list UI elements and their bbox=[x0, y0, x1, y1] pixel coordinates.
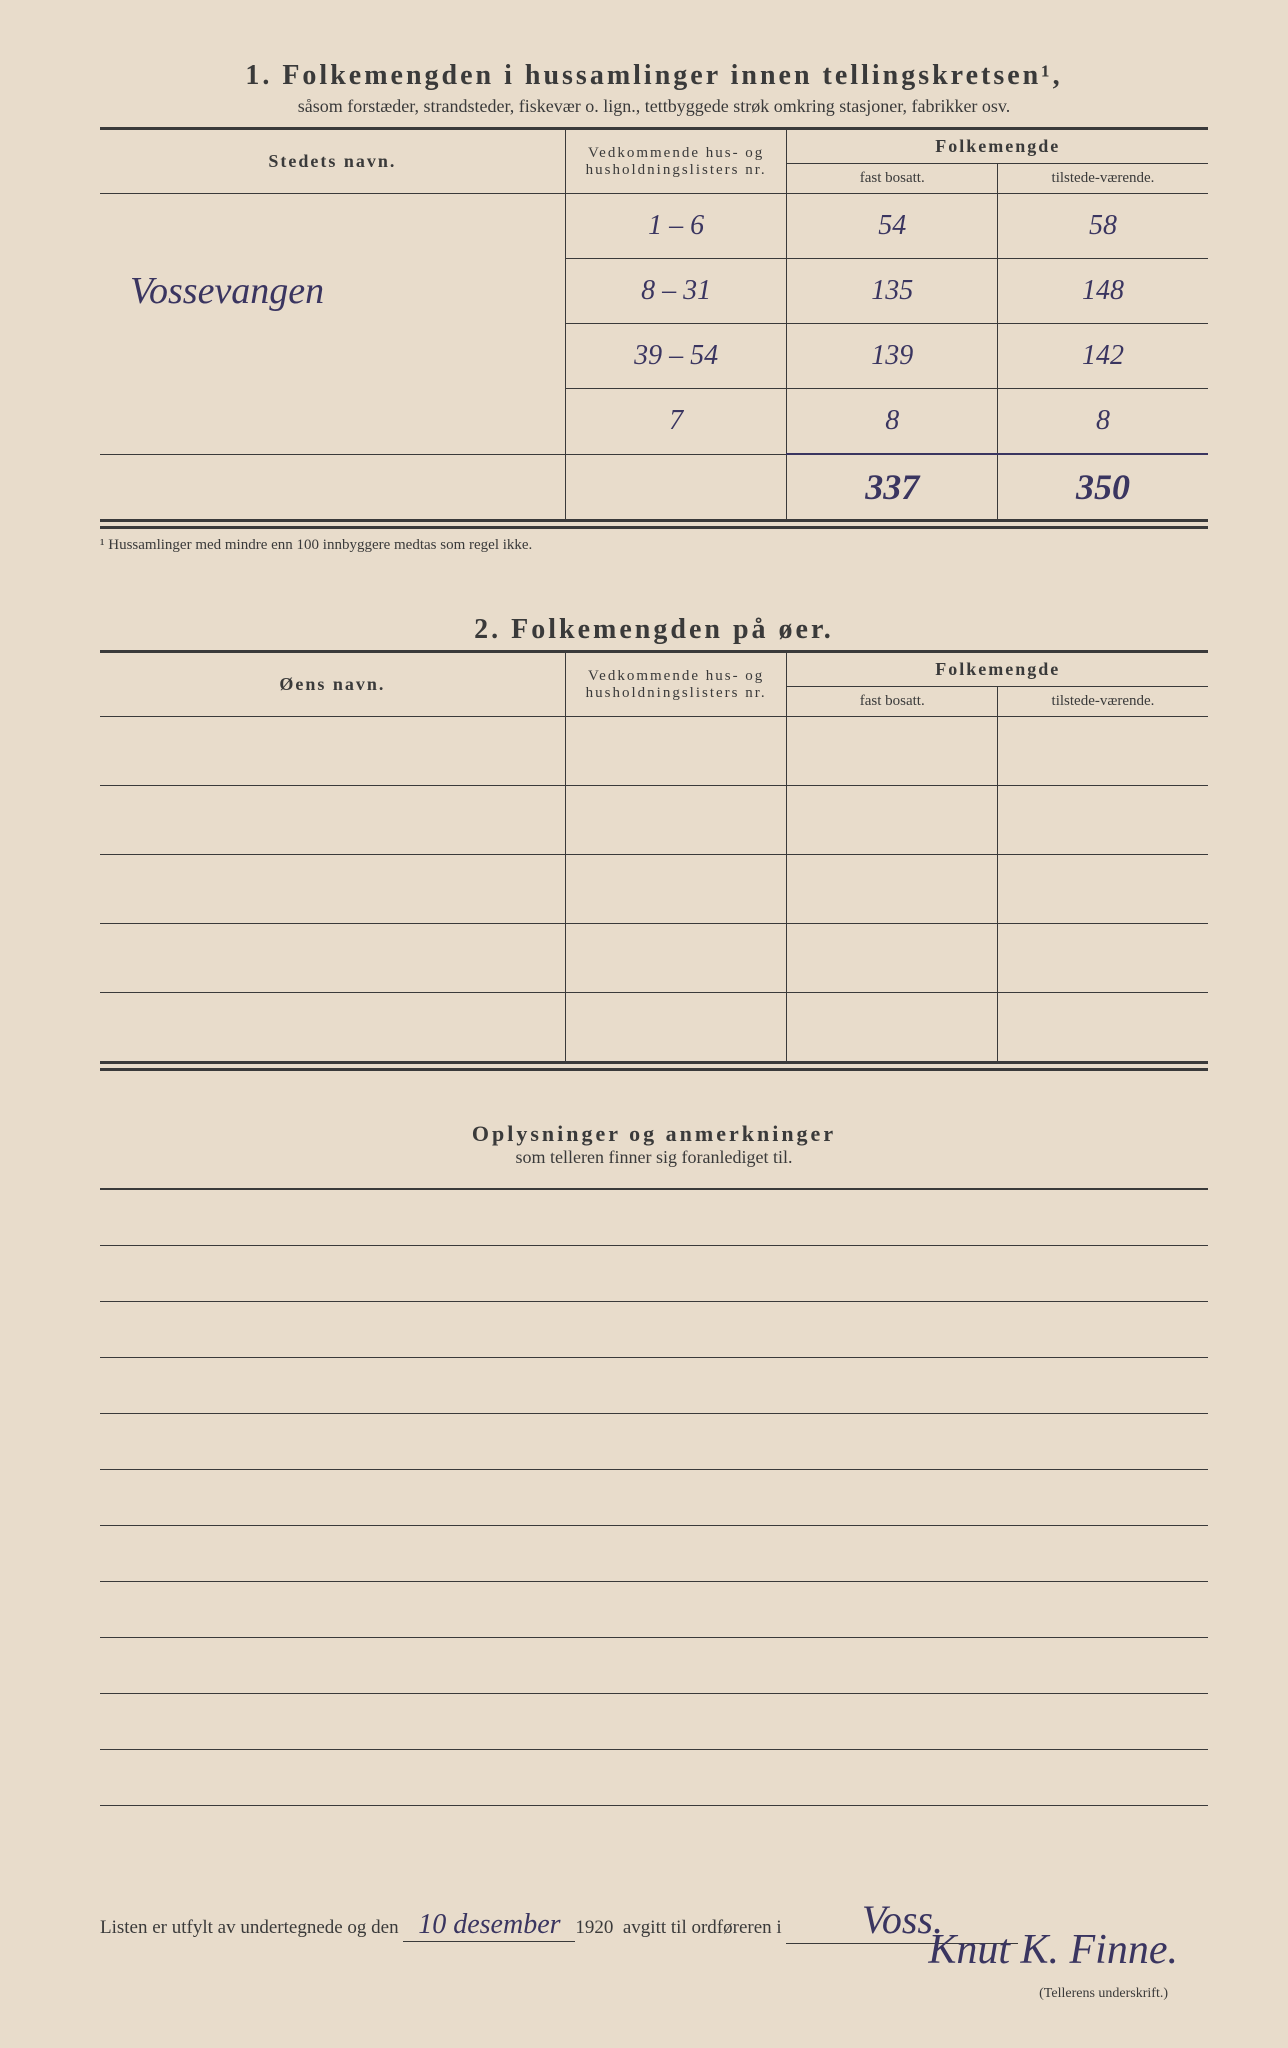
ruled-line bbox=[100, 1750, 1208, 1806]
section2-title-text: Folkemengden på øer. bbox=[511, 614, 834, 645]
section1-subtitle: såsom forstæder, strandsteder, fiskevær … bbox=[100, 96, 1208, 117]
ruled-line bbox=[100, 1638, 1208, 1694]
section2-number: 2. bbox=[474, 614, 501, 645]
table-row bbox=[100, 786, 1208, 855]
census-form-page: 1. Folkemengden i hussamlinger innen tel… bbox=[0, 0, 1288, 2048]
table-oer: Øens navn. Vedkommende hus- og husholdni… bbox=[100, 650, 1208, 1064]
ruled-line bbox=[100, 1246, 1208, 1302]
sig-mid: avgitt til ordføreren i bbox=[623, 1917, 782, 1938]
row3-til: 8 bbox=[1096, 405, 1110, 436]
ruled-line bbox=[100, 1358, 1208, 1414]
section1-footnote: ¹ Hussamlinger med mindre enn 100 innbyg… bbox=[100, 537, 1208, 554]
row2-list: 39 – 54 bbox=[634, 340, 718, 371]
row0-fast: 54 bbox=[878, 210, 906, 241]
col2-list-nr: Vedkommende hus- og husholdningslisters … bbox=[565, 652, 787, 717]
section2-title: 2. Folkemengden på øer. bbox=[100, 614, 1208, 646]
col-folkemengde: Folkemengde bbox=[787, 129, 1208, 164]
signature-caption: (Tellerens underskrift.) bbox=[1039, 1986, 1168, 2002]
table-hussamlinger: Stedets navn. Vedkommende hus- og hushol… bbox=[100, 127, 1208, 522]
total-fast: 337 bbox=[865, 467, 919, 507]
col2-fast: fast bosatt. bbox=[787, 687, 998, 717]
ruled-line bbox=[100, 1526, 1208, 1582]
table-row bbox=[100, 855, 1208, 924]
section1-title-text: Folkemengden i hussamlinger innen tellin… bbox=[282, 60, 1062, 91]
row0-list: 1 – 6 bbox=[648, 210, 704, 241]
section1-bottom-rule bbox=[100, 526, 1208, 529]
row2-til: 142 bbox=[1082, 340, 1124, 371]
section3-subtitle: som telleren finner sig foranlediget til… bbox=[100, 1147, 1208, 1168]
row3-fast: 8 bbox=[885, 405, 899, 436]
signature-name: Knut K. Finne. bbox=[928, 1926, 1178, 1974]
col-stedets-navn: Stedets navn. bbox=[100, 129, 565, 194]
ruled-line bbox=[100, 1190, 1208, 1246]
row0-til: 58 bbox=[1089, 210, 1117, 241]
row1-list: 8 – 31 bbox=[641, 275, 711, 306]
row1-name: Vossevangen bbox=[130, 270, 324, 312]
row1-fast: 135 bbox=[871, 275, 913, 306]
table-row bbox=[100, 717, 1208, 786]
col-list-nr: Vedkommende hus- og husholdningslisters … bbox=[565, 129, 787, 194]
section2-bottom-rule bbox=[100, 1068, 1208, 1071]
ruled-line bbox=[100, 1582, 1208, 1638]
sig-year: 1920 bbox=[575, 1917, 613, 1938]
remarks-lines bbox=[100, 1188, 1208, 1806]
sig-date: 10 desember bbox=[418, 1909, 560, 1940]
row1-til: 148 bbox=[1082, 275, 1124, 306]
row2-fast: 139 bbox=[871, 340, 913, 371]
table-row bbox=[100, 993, 1208, 1063]
ruled-line bbox=[100, 1302, 1208, 1358]
col-oens-navn: Øens navn. bbox=[100, 652, 565, 717]
sig-prefix: Listen er utfylt av undertegnede og den bbox=[100, 1917, 399, 1938]
signature-block: Listen er utfylt av undertegnede og den … bbox=[100, 1896, 1208, 1944]
col-tilstede: tilstede-værende. bbox=[997, 164, 1208, 194]
section3-title: Oplysninger og anmerkninger bbox=[100, 1121, 1208, 1147]
ruled-line bbox=[100, 1414, 1208, 1470]
ruled-line bbox=[100, 1470, 1208, 1526]
col2-tilstede: tilstede-værende. bbox=[997, 687, 1208, 717]
row3-list: 7 bbox=[669, 405, 683, 436]
ruled-line bbox=[100, 1694, 1208, 1750]
total-til: 350 bbox=[1076, 467, 1130, 507]
col-fast: fast bosatt. bbox=[787, 164, 998, 194]
section1-number: 1. bbox=[245, 60, 272, 91]
section1-title: 1. Folkemengden i hussamlinger innen tel… bbox=[100, 60, 1208, 92]
table-row bbox=[100, 924, 1208, 993]
col2-folkemengde: Folkemengde bbox=[787, 652, 1208, 687]
